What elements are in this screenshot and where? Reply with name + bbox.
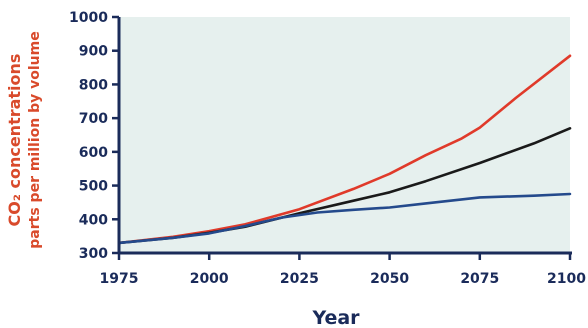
- y-tick-label-600: 600: [79, 145, 108, 161]
- y-tick-label-700: 700: [79, 111, 108, 127]
- x-tick-label-2075: 2075: [460, 271, 499, 287]
- y-tick-label-300: 300: [79, 246, 108, 262]
- x-tick-label-2000: 2000: [190, 271, 229, 287]
- y-tick-label-900: 900: [79, 44, 108, 60]
- x-tick-label-2100: 2100: [547, 271, 586, 287]
- x-tick-label-1975: 1975: [100, 271, 139, 287]
- x-axis-label: Year: [311, 307, 360, 328]
- series-line-3: [117, 192, 572, 245]
- y-axis-label-line1: CO₂ concentrations: [5, 54, 24, 227]
- plot-background: [119, 17, 570, 253]
- x-tick-label-2025: 2025: [280, 271, 319, 287]
- y-tick-label-500: 500: [79, 179, 108, 195]
- y-tick-label-400: 400: [79, 212, 108, 228]
- y-tick-label-800: 800: [79, 77, 108, 93]
- y-axis-label-line2: parts per million by volume: [27, 31, 43, 248]
- x-tick-label-2050: 2050: [370, 271, 409, 287]
- y-axis-label-group: CO₂ concentrations parts per million by …: [5, 31, 43, 248]
- plot-layer: 300 400 500 600 700 800 900 1000 1975 2000 2025 205…: [69, 10, 586, 287]
- y-tick-label-1000: 1000: [69, 10, 108, 26]
- series-line-1: [117, 54, 572, 245]
